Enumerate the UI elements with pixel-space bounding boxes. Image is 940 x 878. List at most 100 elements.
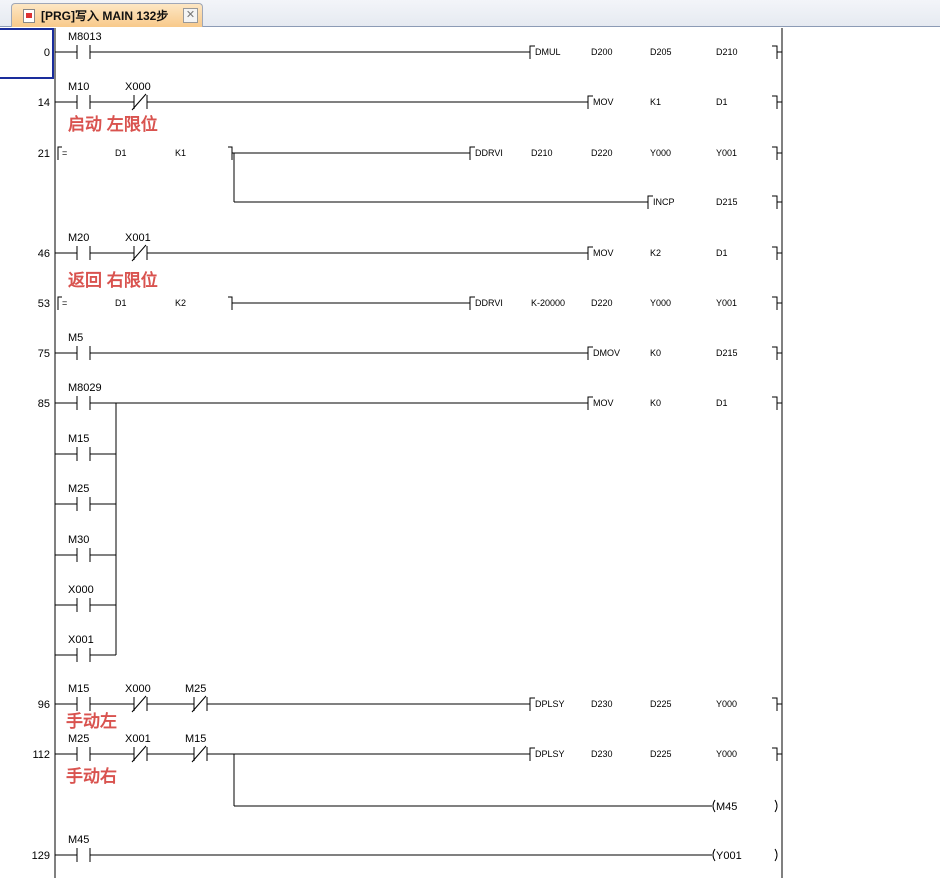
tab-bar: [PRG]写入 MAIN 132步 ✕ — [0, 0, 940, 27]
device-comment: 启动 左限位 — [68, 114, 158, 134]
instruction-operand: Y000 — [650, 298, 671, 308]
step-number: 21 — [38, 148, 50, 160]
contact-label: M5 — [68, 332, 83, 344]
instruction-operand: Y001 — [716, 148, 737, 158]
instruction-operand: K0 — [650, 398, 661, 408]
close-icon[interactable]: ✕ — [183, 8, 198, 23]
contact-label: M15 — [68, 433, 89, 445]
instruction-operand: D210 — [716, 47, 738, 57]
instruction-left-bracket — [647, 195, 653, 209]
instruction-name: INCP — [653, 197, 675, 207]
instruction-left-bracket — [529, 45, 535, 59]
contact-label: X000 — [68, 584, 94, 596]
instruction-operand: D1 — [716, 97, 728, 107]
contact-label: M30 — [68, 534, 89, 546]
coil-label: Y001 — [716, 850, 742, 862]
instruction-operand: D220 — [591, 298, 613, 308]
contact-nc-slash — [191, 745, 207, 763]
coil-right-arc — [774, 848, 778, 862]
instruction-operand: Y001 — [716, 298, 737, 308]
contact-label: M15 — [68, 683, 89, 695]
step-number: 112 — [32, 749, 50, 761]
instruction-left-bracket — [529, 747, 535, 761]
instruction-right-bracket — [772, 246, 782, 260]
instruction-operand: D225 — [650, 699, 672, 709]
contact-label: X001 — [125, 733, 151, 745]
instruction-name: DDRVI — [475, 298, 503, 308]
compare-operator: = — [62, 148, 67, 158]
instruction-right-bracket — [772, 346, 782, 360]
step-number: 53 — [38, 298, 50, 310]
instruction-left-bracket — [587, 246, 593, 260]
instruction-left-bracket — [587, 346, 593, 360]
instruction-name: DPLSY — [535, 749, 565, 759]
contact-nc-slash — [191, 695, 207, 713]
step-number: 129 — [32, 850, 50, 862]
instruction-name: MOV — [593, 97, 614, 107]
instruction-right-bracket — [772, 396, 782, 410]
instruction-name: MOV — [593, 248, 614, 258]
contact-label: M8029 — [68, 382, 102, 394]
instruction-left-bracket — [587, 95, 593, 109]
compare-operand: K1 — [175, 148, 186, 158]
instruction-operand: D220 — [591, 148, 613, 158]
instruction-right-bracket — [772, 95, 782, 109]
compare-left-bracket — [57, 296, 62, 310]
contact-label: X001 — [68, 634, 94, 646]
device-comment: 手动左 — [66, 711, 117, 731]
instruction-right-bracket — [772, 45, 782, 59]
instruction-right-bracket — [772, 697, 782, 711]
cursor-box — [0, 28, 54, 79]
step-number: 85 — [38, 398, 50, 410]
contact-nc-slash — [131, 244, 147, 262]
coil-left-arc — [712, 848, 716, 862]
instruction-right-bracket — [772, 195, 782, 209]
instruction-right-bracket — [772, 747, 782, 761]
instruction-right-bracket — [772, 146, 782, 160]
contact-label: M25 — [68, 483, 89, 495]
coil-label: M45 — [716, 801, 737, 813]
instruction-operand: D225 — [650, 749, 672, 759]
step-number: 0 — [44, 47, 50, 59]
contact-nc-slash — [131, 745, 147, 763]
instruction-operand: D205 — [650, 47, 672, 57]
compare-operand: D1 — [115, 148, 127, 158]
instruction-name: DMUL — [535, 47, 561, 57]
contact-nc-slash — [131, 695, 147, 713]
compare-right-bracket — [228, 296, 233, 310]
coil-left-arc — [712, 799, 716, 813]
instruction-left-bracket — [469, 146, 475, 160]
instruction-operand: D1 — [716, 248, 728, 258]
instruction-operand: Y000 — [716, 699, 737, 709]
contact-label: M25 — [185, 683, 206, 695]
step-number: 46 — [38, 248, 50, 260]
compare-right-bracket — [228, 146, 233, 160]
step-number: 96 — [38, 699, 50, 711]
compare-operand: K2 — [175, 298, 186, 308]
instruction-operand: D230 — [591, 749, 613, 759]
instruction-operand: K1 — [650, 97, 661, 107]
instruction-operand: K0 — [650, 348, 661, 358]
contact-label: M8013 — [68, 31, 102, 43]
instruction-right-bracket — [772, 296, 782, 310]
step-number: 75 — [38, 348, 50, 360]
instruction-operand: D215 — [716, 348, 738, 358]
contact-label: M45 — [68, 834, 89, 846]
coil-right-arc — [774, 799, 778, 813]
tab-main-program[interactable]: [PRG]写入 MAIN 132步 ✕ — [11, 3, 203, 27]
contact-nc-slash — [131, 93, 147, 111]
instruction-name: MOV — [593, 398, 614, 408]
instruction-name: DDRVI — [475, 148, 503, 158]
device-comment: 返回 右限位 — [68, 270, 158, 290]
instruction-operand: D200 — [591, 47, 613, 57]
instruction-operand: Y000 — [716, 749, 737, 759]
contact-label: M20 — [68, 232, 89, 244]
instruction-operand: Y000 — [650, 148, 671, 158]
instruction-operand: D215 — [716, 197, 738, 207]
instruction-operand: D210 — [531, 148, 553, 158]
compare-left-bracket — [57, 146, 62, 160]
instruction-name: DPLSY — [535, 699, 565, 709]
compare-operand: D1 — [115, 298, 127, 308]
instruction-left-bracket — [469, 296, 475, 310]
